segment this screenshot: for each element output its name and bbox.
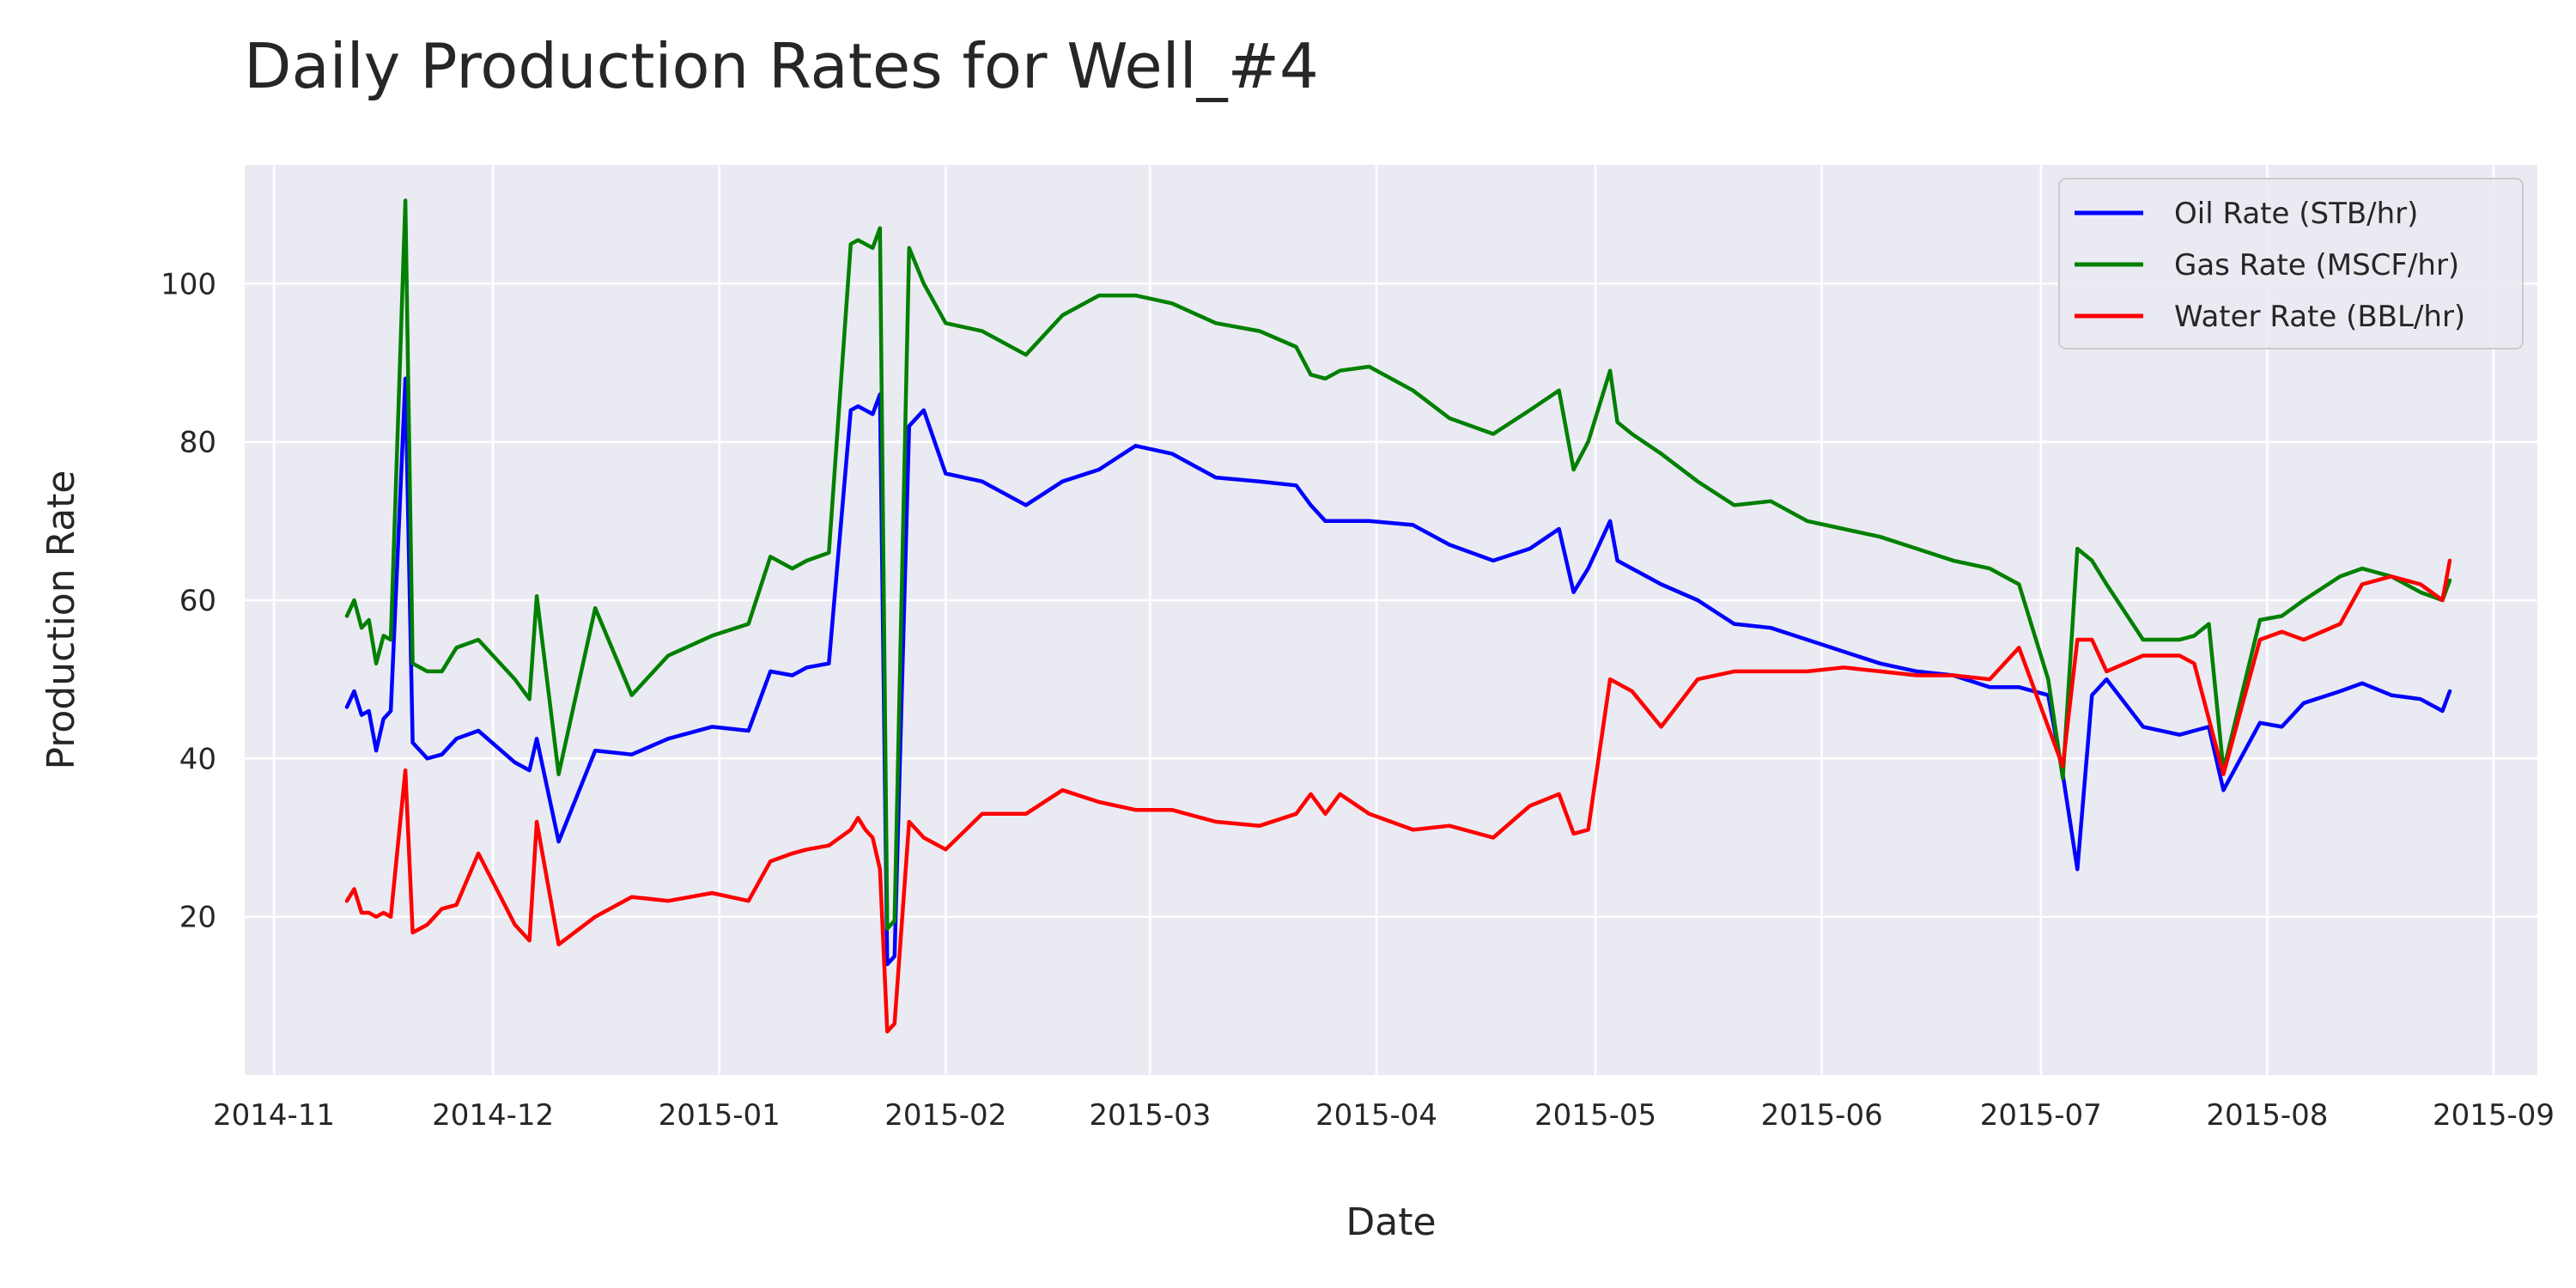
y-tick-label: 100 — [161, 267, 216, 301]
series-line-1 — [344, 198, 2452, 931]
series-line-0 — [344, 376, 2452, 967]
legend: Oil Rate (STB/hr) Gas Rate (MSCF/hr) Water… — [2058, 178, 2524, 349]
y-axis-ticks: 20 40 60 80 100 — [161, 267, 216, 934]
y-tick-label: 60 — [179, 584, 216, 618]
x-tick-label: 2015-07 — [1980, 1098, 2102, 1133]
x-tick-label: 2015-02 — [884, 1098, 1006, 1133]
legend-entry: Gas Rate (MSCF/hr) — [2174, 248, 2459, 283]
x-tick-label: 2015-04 — [1315, 1098, 1437, 1133]
legend-entry: Oil Rate (STB/hr) — [2174, 197, 2418, 231]
x-tick-label: 2015-06 — [1761, 1098, 1883, 1133]
y-tick-label: 20 — [179, 901, 216, 935]
x-tick-label: 2015-01 — [659, 1098, 781, 1133]
y-tick-label: 40 — [179, 742, 216, 776]
x-axis-label: Date — [1346, 1200, 1436, 1244]
series-lines — [344, 198, 2452, 1034]
legend-entry: Water Rate (BBL/hr) — [2174, 300, 2465, 334]
x-tick-label: 2015-05 — [1534, 1098, 1656, 1133]
legend-box — [2058, 178, 2524, 349]
x-tick-label: 2015-09 — [2433, 1098, 2555, 1133]
x-tick-label: 2015-03 — [1089, 1098, 1211, 1133]
x-tick-label: 2014-12 — [432, 1098, 554, 1133]
chart-title: Daily Production Rates for Well_#4 — [244, 30, 1319, 102]
y-tick-label: 80 — [179, 426, 216, 460]
x-tick-label: 2015-08 — [2206, 1098, 2328, 1133]
x-tick-label: 2014-11 — [213, 1098, 335, 1133]
series-line-2 — [344, 558, 2452, 1034]
x-axis-ticks: 2014-11 2014-12 2015-01 2015-02 2015-03 2015-… — [213, 1098, 2555, 1133]
y-axis-label: Production Rate — [39, 471, 83, 770]
